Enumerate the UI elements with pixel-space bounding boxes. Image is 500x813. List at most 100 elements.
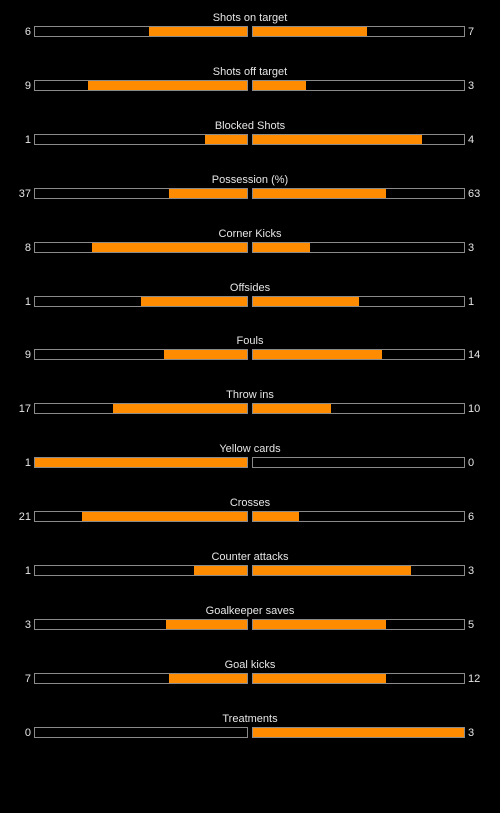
stat-row: Blocked Shots 1 4: [0, 120, 500, 150]
stat-label: Fouls: [236, 335, 264, 348]
away-value: 6: [468, 511, 475, 524]
stat-label: Crosses: [229, 497, 271, 510]
home-bar-fill: [35, 458, 247, 468]
away-bar: [252, 79, 465, 91]
away-value: 0: [468, 457, 475, 470]
away-bar-fill: [253, 673, 386, 683]
home-value: 8: [24, 241, 31, 254]
home-bar: [34, 79, 248, 91]
stat-label: Shots off target: [212, 65, 288, 78]
away-bar: [252, 26, 465, 37]
stat-label: Throw ins: [226, 389, 274, 402]
home-bar: [34, 457, 248, 469]
away-bar-fill: [253, 727, 464, 737]
away-bar-fill: [253, 296, 359, 306]
away-value: 12: [468, 672, 481, 685]
home-bar: [34, 295, 248, 307]
stat-label: Treatments: [222, 712, 278, 725]
away-bar-fill: [253, 512, 300, 522]
home-bar: [34, 672, 248, 684]
away-value: 10: [468, 403, 481, 416]
away-value: 14: [468, 349, 481, 362]
home-value: 3: [24, 618, 31, 631]
stat-label: Goal kicks: [224, 658, 276, 671]
home-bar-fill: [194, 566, 247, 575]
home-bar: [34, 133, 248, 145]
home-value: 9: [24, 79, 31, 92]
away-bar-fill: [253, 242, 310, 252]
home-value: 1: [24, 565, 31, 577]
home-value: 17: [18, 403, 31, 416]
away-value: 3: [468, 565, 475, 577]
home-bar-fill: [149, 27, 247, 36]
home-bar: [34, 187, 248, 199]
stat-label: Offsides: [229, 281, 271, 294]
home-bar-fill: [168, 188, 247, 198]
home-bar: [34, 618, 248, 630]
away-bar: [252, 511, 465, 523]
away-value: 7: [468, 26, 475, 38]
home-bar-fill: [92, 242, 247, 252]
home-bar-fill: [141, 296, 247, 306]
away-bar-fill: [253, 404, 332, 414]
home-bar-fill: [166, 619, 247, 629]
stat-label: Yellow cards: [219, 443, 281, 456]
away-bar-fill: [253, 27, 367, 36]
home-value: 9: [24, 349, 31, 362]
away-bar: [252, 565, 465, 576]
away-bar-fill: [253, 134, 422, 144]
stat-row: Possession (%) 37 63: [0, 174, 500, 204]
stat-label: Goalkeeper saves: [205, 604, 295, 617]
away-value: 3: [468, 726, 475, 739]
stat-row: Treatments 0 3: [0, 713, 500, 743]
away-bar-fill: [253, 188, 386, 198]
stat-row: Crosses 21 6: [0, 497, 500, 527]
away-bar-fill: [253, 619, 386, 629]
away-bar: [252, 241, 465, 253]
stat-label: Shots on target: [212, 12, 288, 24]
home-value: 21: [18, 511, 31, 524]
home-bar-fill: [164, 350, 247, 360]
home-bar: [34, 241, 248, 253]
stat-label: Possession (%): [211, 173, 289, 186]
away-bar-fill: [253, 80, 306, 90]
away-bar: [252, 187, 465, 199]
away-bar: [252, 295, 465, 307]
home-value: 1: [24, 457, 31, 470]
stat-row: Counter attacks 1 3: [0, 551, 500, 581]
stat-row: Offsides 1 1: [0, 282, 500, 312]
home-value: 1: [24, 133, 31, 146]
home-bar: [34, 511, 248, 523]
away-value: 4: [468, 133, 475, 146]
stat-row: Fouls 9 14: [0, 335, 500, 365]
home-bar: [34, 565, 248, 576]
away-bar: [252, 726, 465, 738]
away-bar-fill: [253, 350, 382, 360]
away-bar: [252, 672, 465, 684]
home-value: 6: [24, 26, 31, 38]
away-bar: [252, 403, 465, 415]
home-bar: [34, 26, 248, 37]
stat-row: Corner Kicks 8 3: [0, 228, 500, 258]
home-value: 0: [24, 726, 31, 739]
away-value: 3: [468, 241, 475, 254]
away-value: 1: [468, 295, 475, 308]
stat-label: Counter attacks: [211, 551, 289, 563]
away-value: 63: [468, 187, 481, 200]
away-bar: [252, 133, 465, 145]
away-value: 3: [468, 79, 475, 92]
home-bar-fill: [168, 673, 247, 683]
away-bar: [252, 457, 465, 469]
stat-label: Corner Kicks: [218, 227, 282, 240]
stat-row: Shots on target 6 7: [0, 12, 500, 42]
stat-row: Goal kicks 7 12: [0, 659, 500, 689]
home-bar: [34, 349, 248, 361]
home-bar-fill: [204, 134, 247, 144]
home-value: 1: [24, 295, 31, 308]
home-bar-fill: [113, 404, 247, 414]
home-value: 7: [24, 672, 31, 685]
home-bar: [34, 726, 248, 738]
away-bar: [252, 618, 465, 630]
home-bar-fill: [88, 80, 247, 90]
home-bar: [34, 403, 248, 415]
